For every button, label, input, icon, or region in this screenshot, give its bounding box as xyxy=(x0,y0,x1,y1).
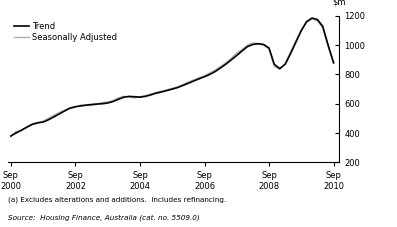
Text: (a) Excludes alterations and additions.  Includes refinancing.: (a) Excludes alterations and additions. … xyxy=(8,196,226,203)
Text: $m: $m xyxy=(333,0,346,6)
Legend: Trend, Seasonally Adjusted: Trend, Seasonally Adjusted xyxy=(12,20,119,44)
Text: Source:  Housing Finance, Australia (cat. no. 5509.0): Source: Housing Finance, Australia (cat.… xyxy=(8,215,200,221)
